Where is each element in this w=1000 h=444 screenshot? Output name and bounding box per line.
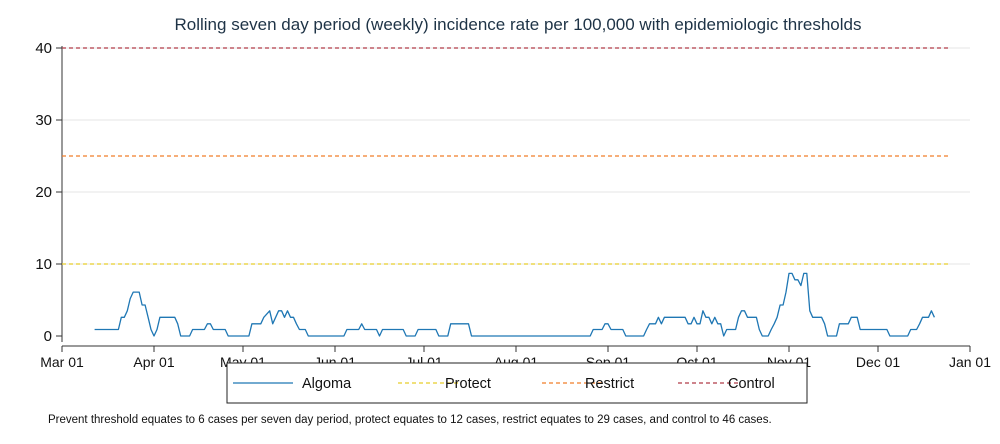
chart-title: Rolling seven day period (weekly) incide… [175, 15, 862, 34]
legend-label-algoma: Algoma [302, 376, 352, 392]
x-tick-label: Jan 01 [949, 354, 991, 370]
y-tick-label-30: 30 [35, 112, 52, 129]
series-line-algoma [94, 272, 935, 337]
y-tick-label-20: 20 [35, 184, 52, 201]
footnote: Prevent threshold equates to 6 cases per… [48, 414, 772, 426]
x-tick-label: Mar 01 [40, 354, 84, 370]
y-tick-label-0: 0 [44, 328, 52, 345]
legend-label-restrict: Restrict [585, 376, 634, 392]
x-tick-label: Dec 01 [856, 354, 901, 370]
legend-box [226, 362, 808, 404]
y-tick-label-40: 40 [35, 40, 52, 57]
legend-label-control: Control [728, 376, 775, 392]
y-tick-label-10: 10 [35, 256, 52, 273]
legend: Algoma Protect Restrict Control [226, 362, 808, 404]
legend-label-protect: Protect [445, 376, 491, 392]
x-tick-label: Apr 01 [133, 354, 174, 370]
